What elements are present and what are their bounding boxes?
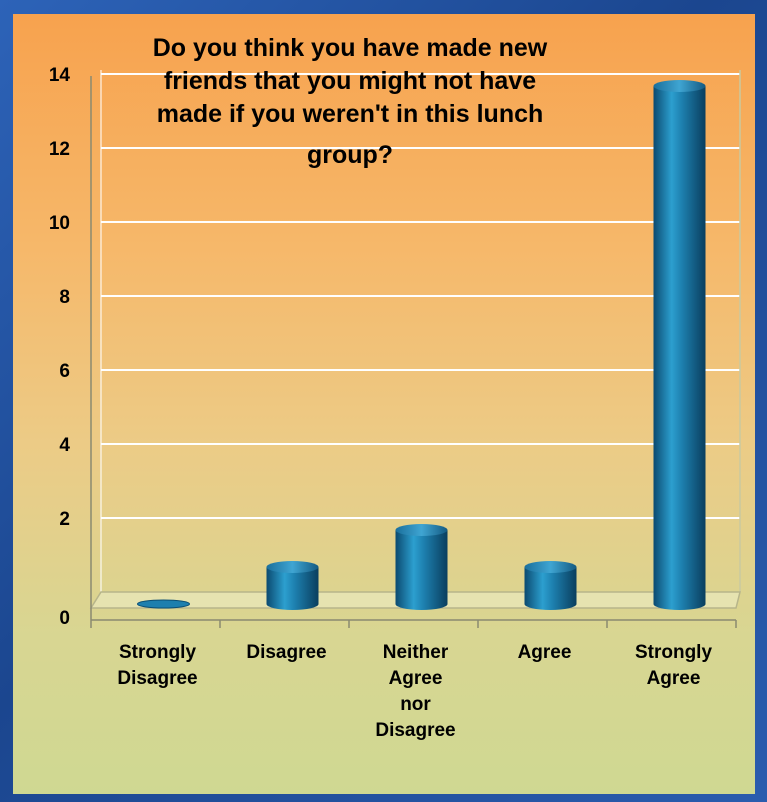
- x-tick-labels: Strongly Disagree Disagree Neither Agree nor D…: [117, 642, 712, 741]
- x-tick-label: Neither Agree nor Disagree: [375, 642, 455, 741]
- title-line: made if you weren't in this lunch: [157, 100, 544, 128]
- chart-title: Do you think you have made new friends th…: [153, 34, 548, 169]
- bar: [395, 524, 448, 610]
- bar-top: [137, 599, 190, 609]
- y-tick-label: 8: [59, 287, 70, 308]
- bar: [266, 561, 319, 610]
- bar: [653, 80, 706, 610]
- title-line: Do you think you have made new: [153, 34, 548, 62]
- bar: [524, 561, 577, 610]
- y-tick-label: 12: [49, 139, 70, 160]
- y-tick-label: 0: [59, 608, 70, 629]
- y-tick-label: 10: [49, 213, 70, 234]
- bar-top: [395, 524, 448, 536]
- gridlines: [101, 73, 740, 519]
- title-line: friends that you might not have: [164, 67, 536, 95]
- bar-body: [653, 86, 706, 610]
- bar: [137, 599, 190, 609]
- bar-body: [266, 567, 319, 610]
- y-tick-labels: 0 2 4 6 8 10 12 14: [49, 65, 71, 629]
- bar-top: [653, 80, 706, 92]
- y-tick-label: 6: [59, 361, 70, 382]
- axes: [89, 70, 741, 628]
- x-tick-label: Strongly Disagree: [117, 642, 197, 689]
- x-tick-label: Disagree: [246, 642, 326, 663]
- y-tick-label: 2: [59, 509, 70, 530]
- x-tick-label: Strongly Agree: [635, 642, 712, 689]
- bar-body: [524, 567, 577, 610]
- y-tick-label: 14: [49, 65, 71, 86]
- x-tick-label: Agree: [518, 642, 572, 663]
- chart-panel: [13, 14, 755, 794]
- bars: [137, 80, 706, 610]
- bar-top: [266, 561, 319, 573]
- y-tick-label: 4: [59, 435, 70, 456]
- bar-top: [524, 561, 577, 573]
- bar-body: [395, 530, 448, 610]
- title-line: group?: [307, 141, 393, 169]
